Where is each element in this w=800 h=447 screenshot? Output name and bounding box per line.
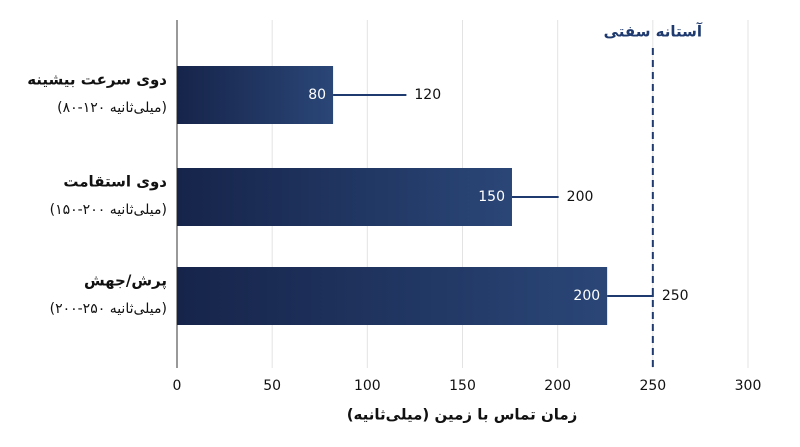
category-label: دوی استقامت [63,173,167,191]
category-note: (۲۰۰-۲۵۰ میلی‌ثانیه) [50,301,167,317]
x-tick-label: 100 [354,378,381,394]
category-label: پرش/جهش [84,272,167,291]
x-tick-label: 0 [173,378,182,394]
threshold-label: آستانه سفتی [604,23,703,41]
high-label: 120 [414,87,441,103]
x-tick-label: 200 [544,378,571,394]
x-tick-label: 250 [639,378,666,394]
x-tick-label: 150 [449,378,476,394]
category-label: دوی سرعت بیشینه [27,71,167,89]
bar [177,168,512,226]
low-label: 200 [573,288,600,304]
x-tick-label: 300 [735,378,762,394]
high-label: 200 [567,189,594,205]
x-axis-label: زمان تماس با زمین (میلی‌ثانیه) [347,406,578,424]
bar [177,267,608,325]
high-label: 250 [662,288,689,304]
category-note: (۸۰-۱۲۰ میلی‌ثانیه) [57,100,167,116]
x-tick-label: 50 [263,378,281,394]
low-label: 80 [308,87,326,103]
low-label: 150 [478,189,505,205]
bar [177,66,334,124]
category-note: (۱۵۰-۲۰۰ میلی‌ثانیه) [50,202,167,218]
